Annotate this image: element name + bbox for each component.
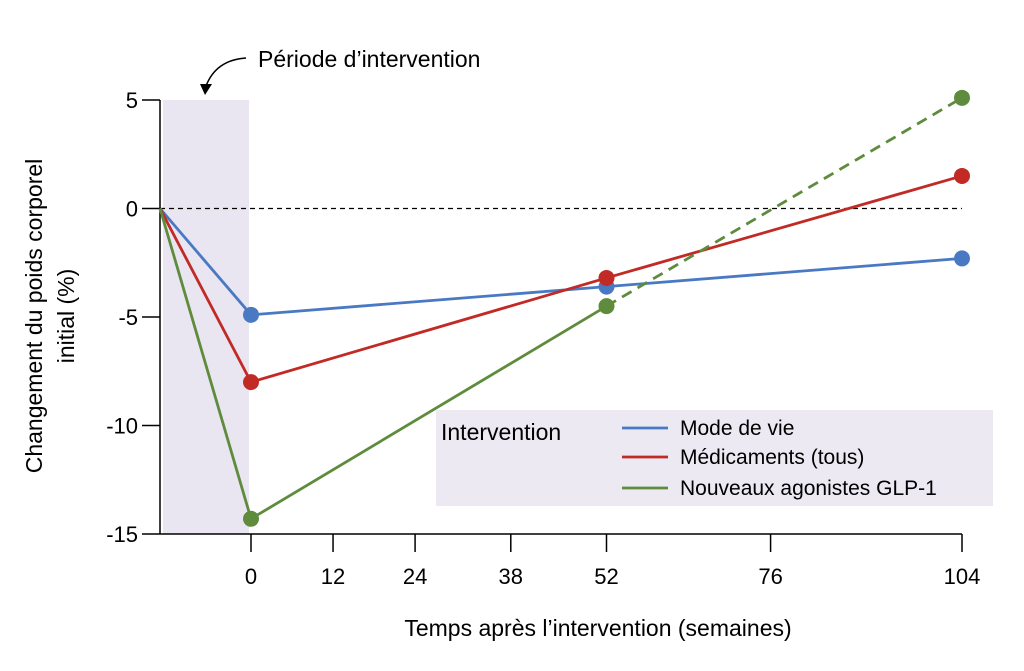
x-tick-label: 104: [944, 564, 981, 589]
y-tick-label: -5: [118, 305, 138, 330]
series-segment: [250, 304, 608, 521]
y-axis: 5 0 -5 -10 -15: [106, 88, 161, 547]
legend: Intervention Mode de vie Médicaments (tou…: [436, 410, 993, 506]
y-tick-label: -15: [106, 522, 138, 547]
data-point: [954, 89, 970, 106]
series-3: [158, 89, 970, 527]
legend-entry-label: Nouveaux agonistes GLP-1: [680, 477, 937, 500]
series-1: [158, 207, 970, 323]
annotation-arrowhead: [200, 84, 212, 95]
x-tick-label: 24: [403, 564, 427, 589]
data-point: [954, 167, 970, 184]
x-tick-label: 52: [594, 564, 618, 589]
series-segment: [250, 285, 607, 317]
series-segment: [605, 96, 963, 308]
legend-entry-label: Médicaments (tous): [680, 446, 864, 469]
x-tick-label: 76: [758, 564, 782, 589]
x-axis: 0 12 24 38 52 76 104: [160, 533, 981, 589]
y-tick-label: 0: [126, 197, 138, 222]
data-point: [243, 510, 259, 527]
series-segment: [606, 257, 963, 289]
intervention-period-label: Période d’intervention: [258, 46, 480, 72]
legend-entry-label: Mode de vie: [680, 417, 794, 440]
data-point: [598, 269, 615, 286]
legend-background: [436, 410, 993, 506]
y-axis-title-line-2: initial (%): [53, 269, 79, 364]
series-segment: [158, 207, 253, 383]
series-segment: [158, 207, 253, 316]
x-tick-label: 12: [321, 564, 345, 589]
x-axis-title: Temps après l’intervention (semaines): [404, 615, 791, 641]
series-layer: [158, 89, 970, 527]
data-point: [243, 374, 259, 391]
legend-title: Intervention: [441, 419, 561, 445]
y-axis-title-line-1: Changement du poids corporel: [21, 159, 47, 474]
data-point: [243, 306, 259, 323]
y-axis-title: Changement du poids corporel initial (%): [21, 159, 79, 474]
data-point: [598, 298, 615, 315]
x-tick-label: 0: [245, 564, 257, 589]
y-tick-label: 5: [126, 88, 138, 113]
series-segment: [606, 174, 963, 280]
annotation-arrow: [205, 57, 247, 87]
data-point: [954, 250, 970, 267]
series-segment: [250, 276, 607, 384]
series-2: [158, 167, 970, 391]
series-segment: [158, 208, 253, 520]
y-tick-label: -10: [106, 414, 138, 439]
x-tick-label: 38: [499, 564, 523, 589]
